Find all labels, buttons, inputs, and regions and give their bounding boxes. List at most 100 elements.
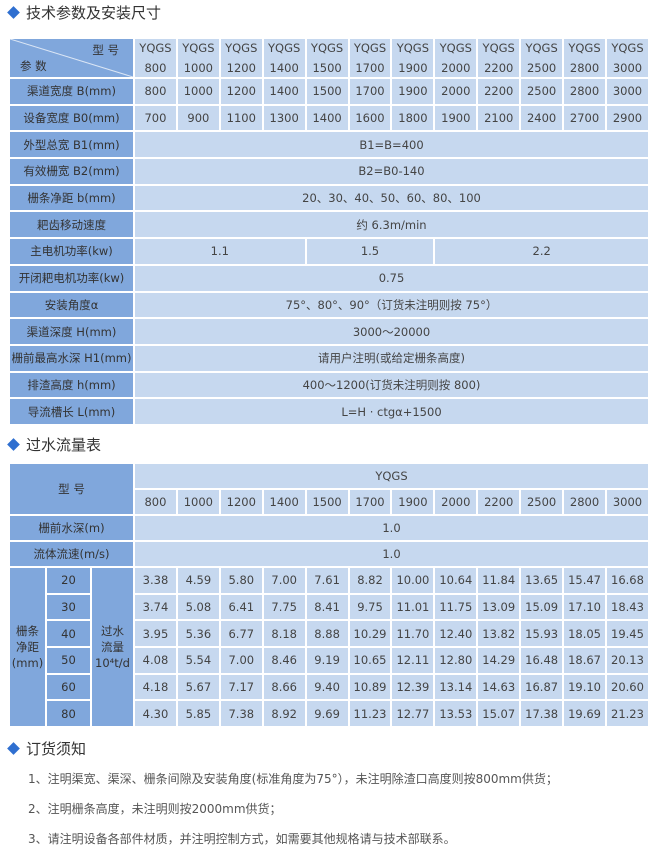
param-value: 2800 [562,77,607,106]
table-row: 栅前水深(m) 1.0 [7,514,650,542]
flow-value: 13.53 [433,699,479,729]
flow-value: 3.74 [133,592,178,622]
flow-label-line: 10⁴t/d [95,656,130,671]
depth-value: 1.0 [133,514,650,542]
flow-value: 7.00 [261,566,307,595]
param-value: 1.5 [304,237,436,266]
flow-value: 16.48 [519,646,565,675]
flow-value: 4.59 [175,566,221,595]
model-header-label: 型 号 [7,462,136,516]
size-header: 2800 [562,488,607,516]
flow-value: 5.54 [175,646,221,675]
flow-value: 13.14 [433,672,479,702]
gap-label-line: (mm) [11,656,44,671]
param-value: 1900 [433,103,479,133]
model-header: YQGS 1700 [347,37,393,79]
section-title-notes: 订货须知 [6,738,86,759]
flow-value: 8.41 [304,592,350,622]
flow-value: 16.68 [604,566,651,595]
table-row: 栅前最高水深 H1(mm) 请用户注明(或给定栅条高度) [8,343,650,373]
size-header: 1400 [261,488,307,516]
flow-value: 12.80 [433,646,479,675]
flow-value: 9.40 [304,672,350,702]
flow-value: 7.00 [218,646,264,675]
param-value: 700 [133,103,178,133]
table-row: 型 号参 数 YQGS 800 YQGS 1000 YQGS 1200 YQGS 1400 YQG… [8,37,651,79]
flow-value: 19.69 [562,699,607,729]
model-size: 2800 [569,61,600,75]
flow-value: 4.18 [133,672,178,702]
size-header: 1000 [175,488,221,516]
size-header: 1700 [347,488,393,516]
param-value: 3000～20000 [133,317,650,346]
header-model: 型 号 [92,43,119,57]
flow-value: 8.46 [261,646,307,675]
param-value: B1=B=400 [133,130,650,160]
table-row: 型 号 YQGS [7,462,650,516]
flow-value: 17.38 [519,699,565,729]
flow-value: 20.13 [604,646,651,675]
param-value: 3000 [604,77,651,106]
table-row: 渠道深度 H(mm) 3000～20000 [8,317,650,346]
model-header: YQGS 1400 [261,37,307,79]
flow-value: 4.08 [133,646,178,675]
flow-value: 21.23 [604,699,651,729]
flow-value: 7.38 [218,699,264,729]
size-header: 1900 [390,488,436,516]
param-label: 栅条净距 b(mm) [8,183,135,213]
model-header: YQGS 2200 [476,37,522,79]
flow-value: 19.45 [604,619,651,649]
param-value: 1200 [218,77,264,106]
gap-label-line: 栅条 [16,624,39,639]
flow-label: 过水 流量 10⁴t/d [89,565,136,729]
gap-value: 60 [45,672,92,702]
table-row: 导流槽长 L(mm) L=H · ctgα+1500 [8,397,650,426]
table-row: 60 4.18 5.67 7.17 8.66 9.40 10.89 12.39 13.14 14.… [9,672,651,702]
flow-value: 8.88 [304,619,350,649]
model-header: YQGS 1000 [175,37,221,79]
model-header: YQGS 1500 [304,37,350,79]
table-row: 设备宽度 B0(mm) 700 900 1100 1300 1400 1600 1800 190… [8,103,651,133]
param-value: 20、30、40、50、60、80、100 [133,183,650,213]
diamond-icon [7,742,20,755]
param-value: 2700 [562,103,607,133]
flow-value: 8.18 [261,619,307,649]
flow-value: 4.30 [133,699,178,729]
speed-label: 流体流速(m/s) [7,540,136,568]
table-row: 有效栅宽 B2(mm) B2=B0-140 [8,157,650,186]
diagonal-divider [11,40,132,76]
model-series: YQGS [525,41,558,55]
size-header: 2500 [519,488,565,516]
flow-value: 7.61 [304,566,350,595]
flow-label-line: 过水 [101,624,124,639]
flow-value: 5.08 [175,592,221,622]
model-series: YQGS [439,41,472,55]
flow-value: 10.29 [347,619,393,649]
model-series: YQGS [611,41,644,55]
model-series: YQGS [225,41,258,55]
flow-value: 5.36 [175,619,221,649]
model-size: 1900 [398,61,428,75]
param-value: 1700 [347,77,393,106]
flow-value: 10.00 [390,566,436,595]
flow-value: 12.39 [390,672,436,702]
param-value: 1100 [218,103,264,133]
series-header: YQGS [133,462,650,490]
diamond-icon [7,6,20,19]
flow-value: 12.11 [390,646,436,675]
model-size: 1000 [183,61,213,75]
param-value: 1400 [304,103,350,133]
flow-value: 9.69 [304,699,350,729]
gap-label-line: 净距 [16,640,39,655]
param-value: 1.1 [133,237,307,266]
param-label: 有效栅宽 B2(mm) [8,157,135,186]
param-label: 开闭耙电机功率(kw) [8,263,135,293]
flow-value: 11.23 [347,699,393,729]
model-series: YQGS [482,41,515,55]
flow-value: 12.40 [433,619,479,649]
flow-value: 10.89 [347,672,393,702]
size-header: 1200 [218,488,264,516]
flow-value: 19.10 [562,672,607,702]
param-value: 1800 [390,103,436,133]
param-label: 渠道宽度 B(mm) [8,77,135,106]
